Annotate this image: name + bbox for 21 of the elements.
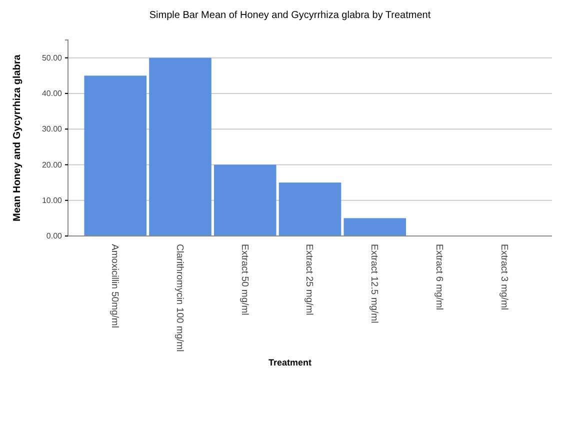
x-tick-label: Extract 3 mg/ml	[498, 244, 510, 310]
y-tick-label: 50.00	[42, 53, 63, 62]
x-tick-label: Clarithromycin 100 mg/ml	[174, 244, 185, 352]
x-tick-label: Extract 6 mg/ml	[433, 244, 444, 310]
chart-title: Simple Bar Mean of Honey and Gycyrrhiza glabra by Treatment	[149, 10, 431, 21]
x-tick-label: Extract 25 mg/ml	[304, 244, 315, 316]
y-tick-label: 0.00	[46, 232, 63, 241]
x-tick-label: Extract 50 mg/ml	[238, 244, 250, 316]
y-axis-title: Mean Honey and Gycyrrhiza glabra	[12, 54, 23, 222]
x-tick-label: Amoxicillin 50mg/ml	[109, 244, 120, 328]
bar	[278, 182, 342, 236]
y-tick-label: 10.00	[42, 196, 63, 205]
y-tick-label: 40.00	[42, 89, 63, 98]
bar	[214, 164, 276, 236]
y-tick-label: 30.00	[42, 124, 63, 134]
bar	[149, 58, 212, 236]
y-tick-label: 20.00	[42, 160, 63, 170]
bar	[84, 76, 147, 236]
bar	[344, 218, 406, 236]
x-axis-title: Treatment	[268, 358, 312, 368]
x-tick-label: Extract 12.5 mg/ml	[368, 244, 380, 324]
